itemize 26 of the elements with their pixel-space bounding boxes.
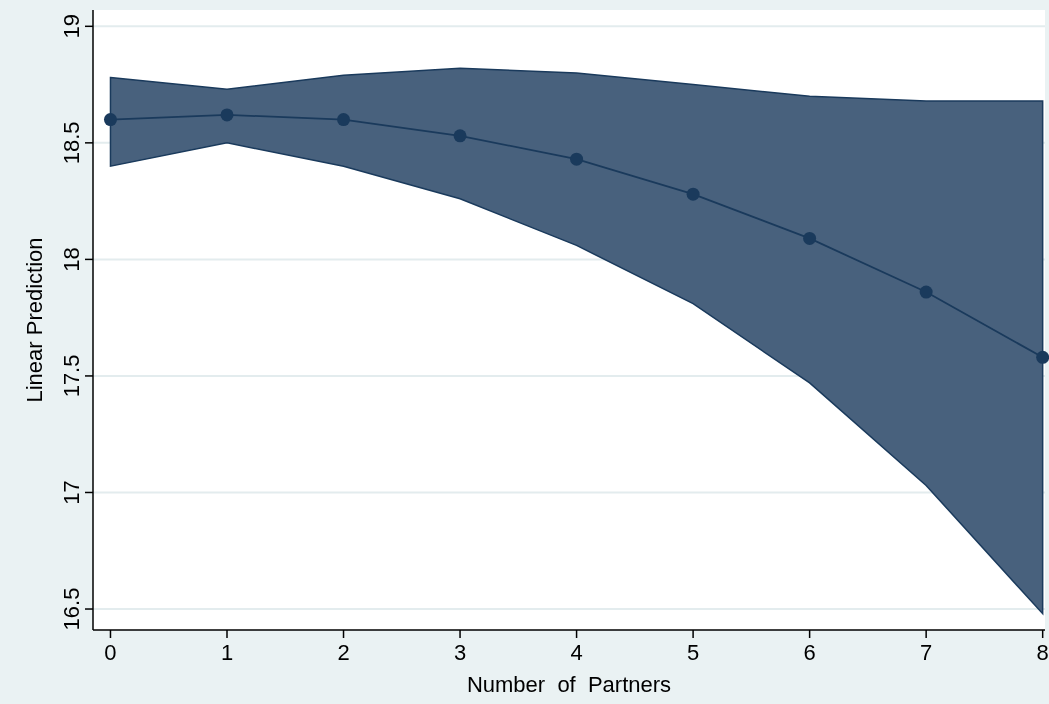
y-tick-label: 18 — [59, 247, 84, 272]
x-tick-label: 8 — [1036, 640, 1049, 665]
x-axis-title: Number of Partners — [466, 672, 672, 697]
point — [570, 152, 584, 166]
y-tick-label: 17.5 — [59, 354, 84, 398]
point — [337, 113, 351, 127]
point — [220, 108, 234, 122]
point — [1036, 350, 1049, 364]
point — [803, 231, 817, 245]
point — [103, 113, 117, 127]
y-tick-label: 17 — [59, 480, 84, 505]
y-tick-label: 18.5 — [59, 121, 84, 165]
point — [919, 285, 933, 299]
x-tick-label: 7 — [920, 640, 933, 665]
y-axis-title: Linear Prediction — [22, 237, 47, 403]
x-tick-label: 3 — [453, 640, 467, 665]
x-tick-label: 5 — [686, 640, 700, 665]
x-tick-label: 6 — [803, 640, 816, 665]
x-tick-label: 4 — [570, 640, 583, 665]
point — [686, 187, 700, 201]
x-tick-label: 1 — [220, 640, 234, 665]
y-tick-label: 16.5 — [59, 587, 84, 631]
y-tick-label: 19 — [59, 14, 84, 39]
x-tick-label: 2 — [337, 640, 350, 665]
point — [453, 129, 467, 143]
x-tick-label: 0 — [104, 640, 117, 665]
